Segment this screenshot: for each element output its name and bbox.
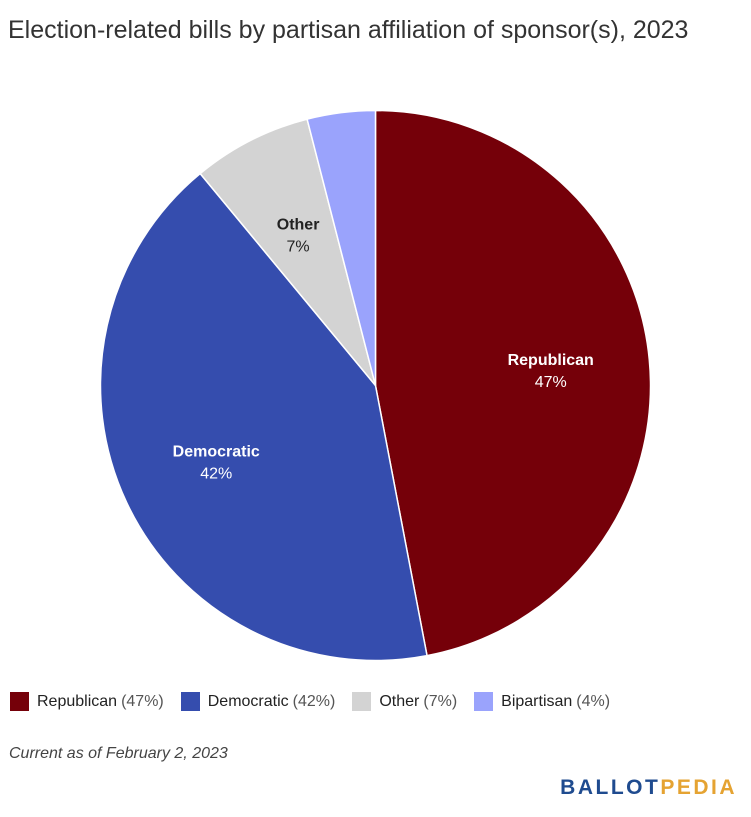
pie-slice-democratic xyxy=(99,172,428,662)
logo-part-pedia: PEDIA xyxy=(660,776,737,799)
chart-title: Election-related bills by partisan affil… xyxy=(8,16,689,44)
slice-label-name: Other xyxy=(277,217,320,234)
legend-percent: (7%) xyxy=(423,692,458,710)
legend-swatch xyxy=(180,692,200,711)
pie-slice-republican xyxy=(374,109,652,657)
legend-label: Bipartisan xyxy=(501,692,573,710)
footnote: Current as of February 2, 2023 xyxy=(9,745,228,762)
legend-percent: (4%) xyxy=(576,692,611,710)
pie-labels: Republican 47% Democratic 42% Other 7% xyxy=(173,217,594,483)
legend-percent: (42%) xyxy=(292,692,336,710)
legend-item-republican[interactable]: Republican (47%) xyxy=(10,692,164,711)
slice-label-name: Republican xyxy=(508,352,594,369)
legend-swatch xyxy=(352,692,372,711)
slice-label-other: Other 7% xyxy=(277,217,320,256)
legend-label: Democratic xyxy=(207,692,289,710)
legend-swatch xyxy=(10,692,29,711)
pie-slice-bipartisan xyxy=(306,109,377,386)
legend-label: Other xyxy=(379,692,420,710)
slice-label-name: Democratic xyxy=(173,443,260,460)
legend-item-bipartisan[interactable]: Bipartisan (4%) xyxy=(474,692,610,711)
slice-label-value: 7% xyxy=(287,239,310,256)
ballotpedia-logo: BALLOTPEDIA xyxy=(560,776,737,800)
pie-slice-other xyxy=(199,118,377,386)
slice-label-democratic: Democratic 42% xyxy=(173,443,260,482)
slice-label-value: 42% xyxy=(200,465,232,482)
slice-label-value: 47% xyxy=(535,374,567,391)
logo-part-ballot: BALLOT xyxy=(560,776,661,799)
legend-label: Republican xyxy=(37,692,118,710)
legend-item-democratic[interactable]: Democratic (42%) xyxy=(180,692,336,711)
legend: Republican (47%) Democratic (42%) Other (7%) B… xyxy=(10,692,627,711)
legend-percent: (47%) xyxy=(121,692,164,710)
legend-swatch xyxy=(474,692,494,711)
legend-item-other[interactable]: Other (7%) xyxy=(352,692,457,711)
pie-slices xyxy=(99,109,652,662)
slice-label-republican: Republican 47% xyxy=(508,352,594,391)
